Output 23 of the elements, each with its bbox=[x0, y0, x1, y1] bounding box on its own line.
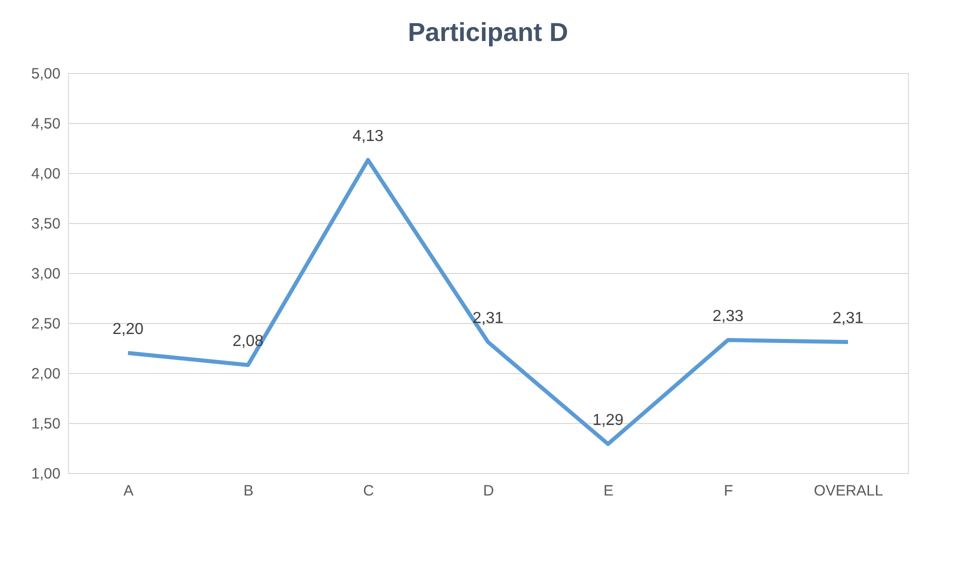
x-tick-label: OVERALL bbox=[814, 482, 884, 500]
y-tick-label: 1,50 bbox=[31, 416, 60, 432]
y-tick-label: 5,00 bbox=[31, 66, 60, 82]
data-label: 2,31 bbox=[832, 310, 864, 327]
data-label: 2,20 bbox=[112, 321, 144, 338]
x-tick-label: E bbox=[603, 482, 614, 500]
y-tick-label: 2,50 bbox=[31, 316, 60, 332]
data-label: 1,29 bbox=[592, 412, 624, 429]
y-tick-label: 3,50 bbox=[31, 216, 60, 232]
x-tick-label: B bbox=[243, 482, 254, 500]
x-tick-label: A bbox=[123, 482, 134, 500]
y-tick-label: 2,00 bbox=[31, 366, 60, 382]
chart-title: Participant D bbox=[408, 17, 568, 47]
x-tick-label: F bbox=[724, 482, 734, 500]
data-label: 2,31 bbox=[472, 310, 504, 327]
data-label: 2,33 bbox=[712, 308, 744, 325]
y-tick-label: 4,50 bbox=[31, 116, 60, 132]
x-tick-label: C bbox=[363, 482, 374, 500]
y-tick-label: 3,00 bbox=[31, 266, 60, 282]
data-label: 4,13 bbox=[352, 128, 384, 145]
y-tick-label: 4,00 bbox=[31, 166, 60, 182]
x-tick-label: D bbox=[483, 482, 494, 500]
y-tick-label: 1,00 bbox=[31, 466, 60, 482]
